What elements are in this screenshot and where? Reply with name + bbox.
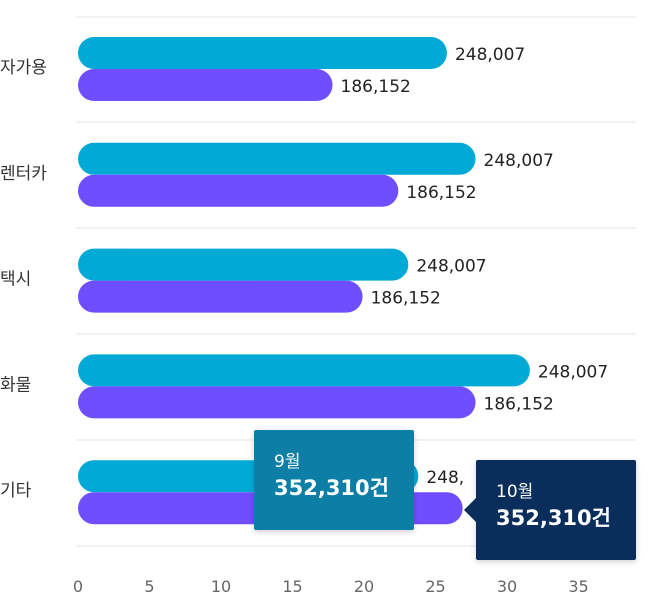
data-label: 186,152: [371, 289, 441, 309]
bar-series2: [78, 69, 333, 101]
tooltip-september-value: 352,310건: [274, 476, 389, 500]
category-label: 기타: [0, 481, 32, 501]
x-tick-label: 0: [73, 577, 83, 596]
bar-series1: [78, 37, 447, 69]
data-label: 248,007: [538, 362, 608, 382]
bar-series2: [78, 280, 363, 313]
x-tick-label: 30: [497, 577, 517, 596]
data-label: 186,152: [484, 394, 554, 414]
category-label: 렌터카: [0, 164, 47, 184]
x-tick-label: 5: [144, 577, 154, 596]
tooltip-october: 10월 352,310건: [464, 460, 636, 560]
data-label: 248,: [426, 468, 464, 488]
tooltip-september: 9월 352,310건: [254, 430, 414, 530]
bar-series1: [78, 142, 476, 175]
x-tick-label: 10: [211, 577, 231, 596]
x-tick-label: 25: [425, 577, 445, 596]
data-label: 186,152: [341, 77, 411, 97]
bar-series1: [78, 248, 409, 281]
bar-series1: [78, 354, 530, 387]
tooltip-october-month: 10월: [496, 482, 534, 502]
bar-series2: [78, 386, 476, 419]
x-tick-label: 15: [282, 577, 302, 596]
category-label: 화물: [0, 375, 31, 395]
category-label: 자가용: [0, 58, 47, 78]
x-tick-label: 35: [568, 577, 588, 596]
data-label: 248,007: [484, 151, 554, 171]
category-label: 택시: [0, 270, 31, 290]
bar-series2: [78, 174, 399, 207]
data-label: 248,007: [455, 45, 525, 65]
tooltip-october-value: 352,310건: [496, 506, 611, 530]
x-tick-label: 20: [354, 577, 374, 596]
tooltip-september-month: 9월: [274, 452, 301, 472]
data-label: 248,007: [416, 257, 486, 277]
data-label: 186,152: [406, 183, 476, 203]
